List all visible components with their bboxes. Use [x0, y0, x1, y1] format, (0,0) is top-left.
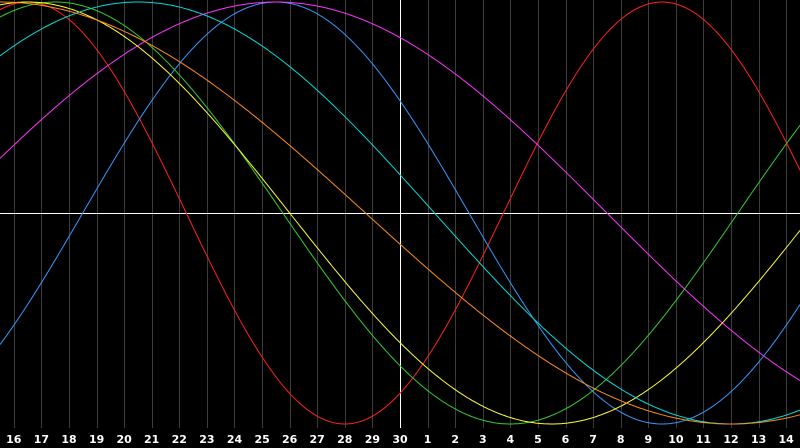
day-label: 24 [227, 433, 243, 446]
day-label: 5 [534, 433, 542, 446]
day-label: 16 [6, 433, 22, 446]
day-label: 2 [451, 433, 459, 446]
day-label: 4 [506, 433, 514, 446]
biorhythm-curve-6 [0, 1, 800, 425]
day-label: 29 [365, 433, 380, 446]
day-label: 22 [172, 433, 187, 446]
day-label: 14 [779, 433, 795, 446]
day-label: 28 [337, 433, 352, 446]
biorhythm-curve-1 [0, 1, 800, 425]
day-label: 7 [589, 433, 597, 446]
day-label: 26 [282, 433, 298, 446]
day-label: 6 [562, 433, 570, 446]
day-label: 21 [144, 433, 159, 446]
day-label: 9 [644, 433, 652, 446]
day-label: 12 [723, 433, 738, 446]
day-label: 20 [116, 433, 132, 446]
day-label: 25 [254, 433, 269, 446]
biorhythm-curve-4 [0, 1, 800, 425]
biorhythm-curve-3 [0, 1, 800, 381]
day-label: 17 [34, 433, 49, 446]
day-label: 30 [392, 433, 408, 446]
day-axis-labels: 16 17 18 19 20 21 22 23 24 25 26 27 28 29 30 1 2 3 4 5 6 7 8 9 1… [6, 433, 794, 446]
day-label: 1 [424, 433, 432, 446]
day-label: 8 [617, 433, 625, 446]
day-label: 10 [668, 433, 684, 446]
biorhythm-curve-7 [0, 1, 800, 425]
biorhythm-curve-5 [0, 1, 800, 425]
day-label: 18 [61, 433, 76, 446]
day-label: 11 [696, 433, 711, 446]
day-label: 3 [479, 433, 487, 446]
day-label: 19 [89, 433, 104, 446]
day-label: 13 [751, 433, 766, 446]
day-label: 27 [310, 433, 325, 446]
axis-lines [0, 0, 800, 428]
biorhythm-curve-2 [0, 1, 800, 425]
biorhythm-curves [0, 1, 800, 425]
day-label: 23 [199, 433, 214, 446]
